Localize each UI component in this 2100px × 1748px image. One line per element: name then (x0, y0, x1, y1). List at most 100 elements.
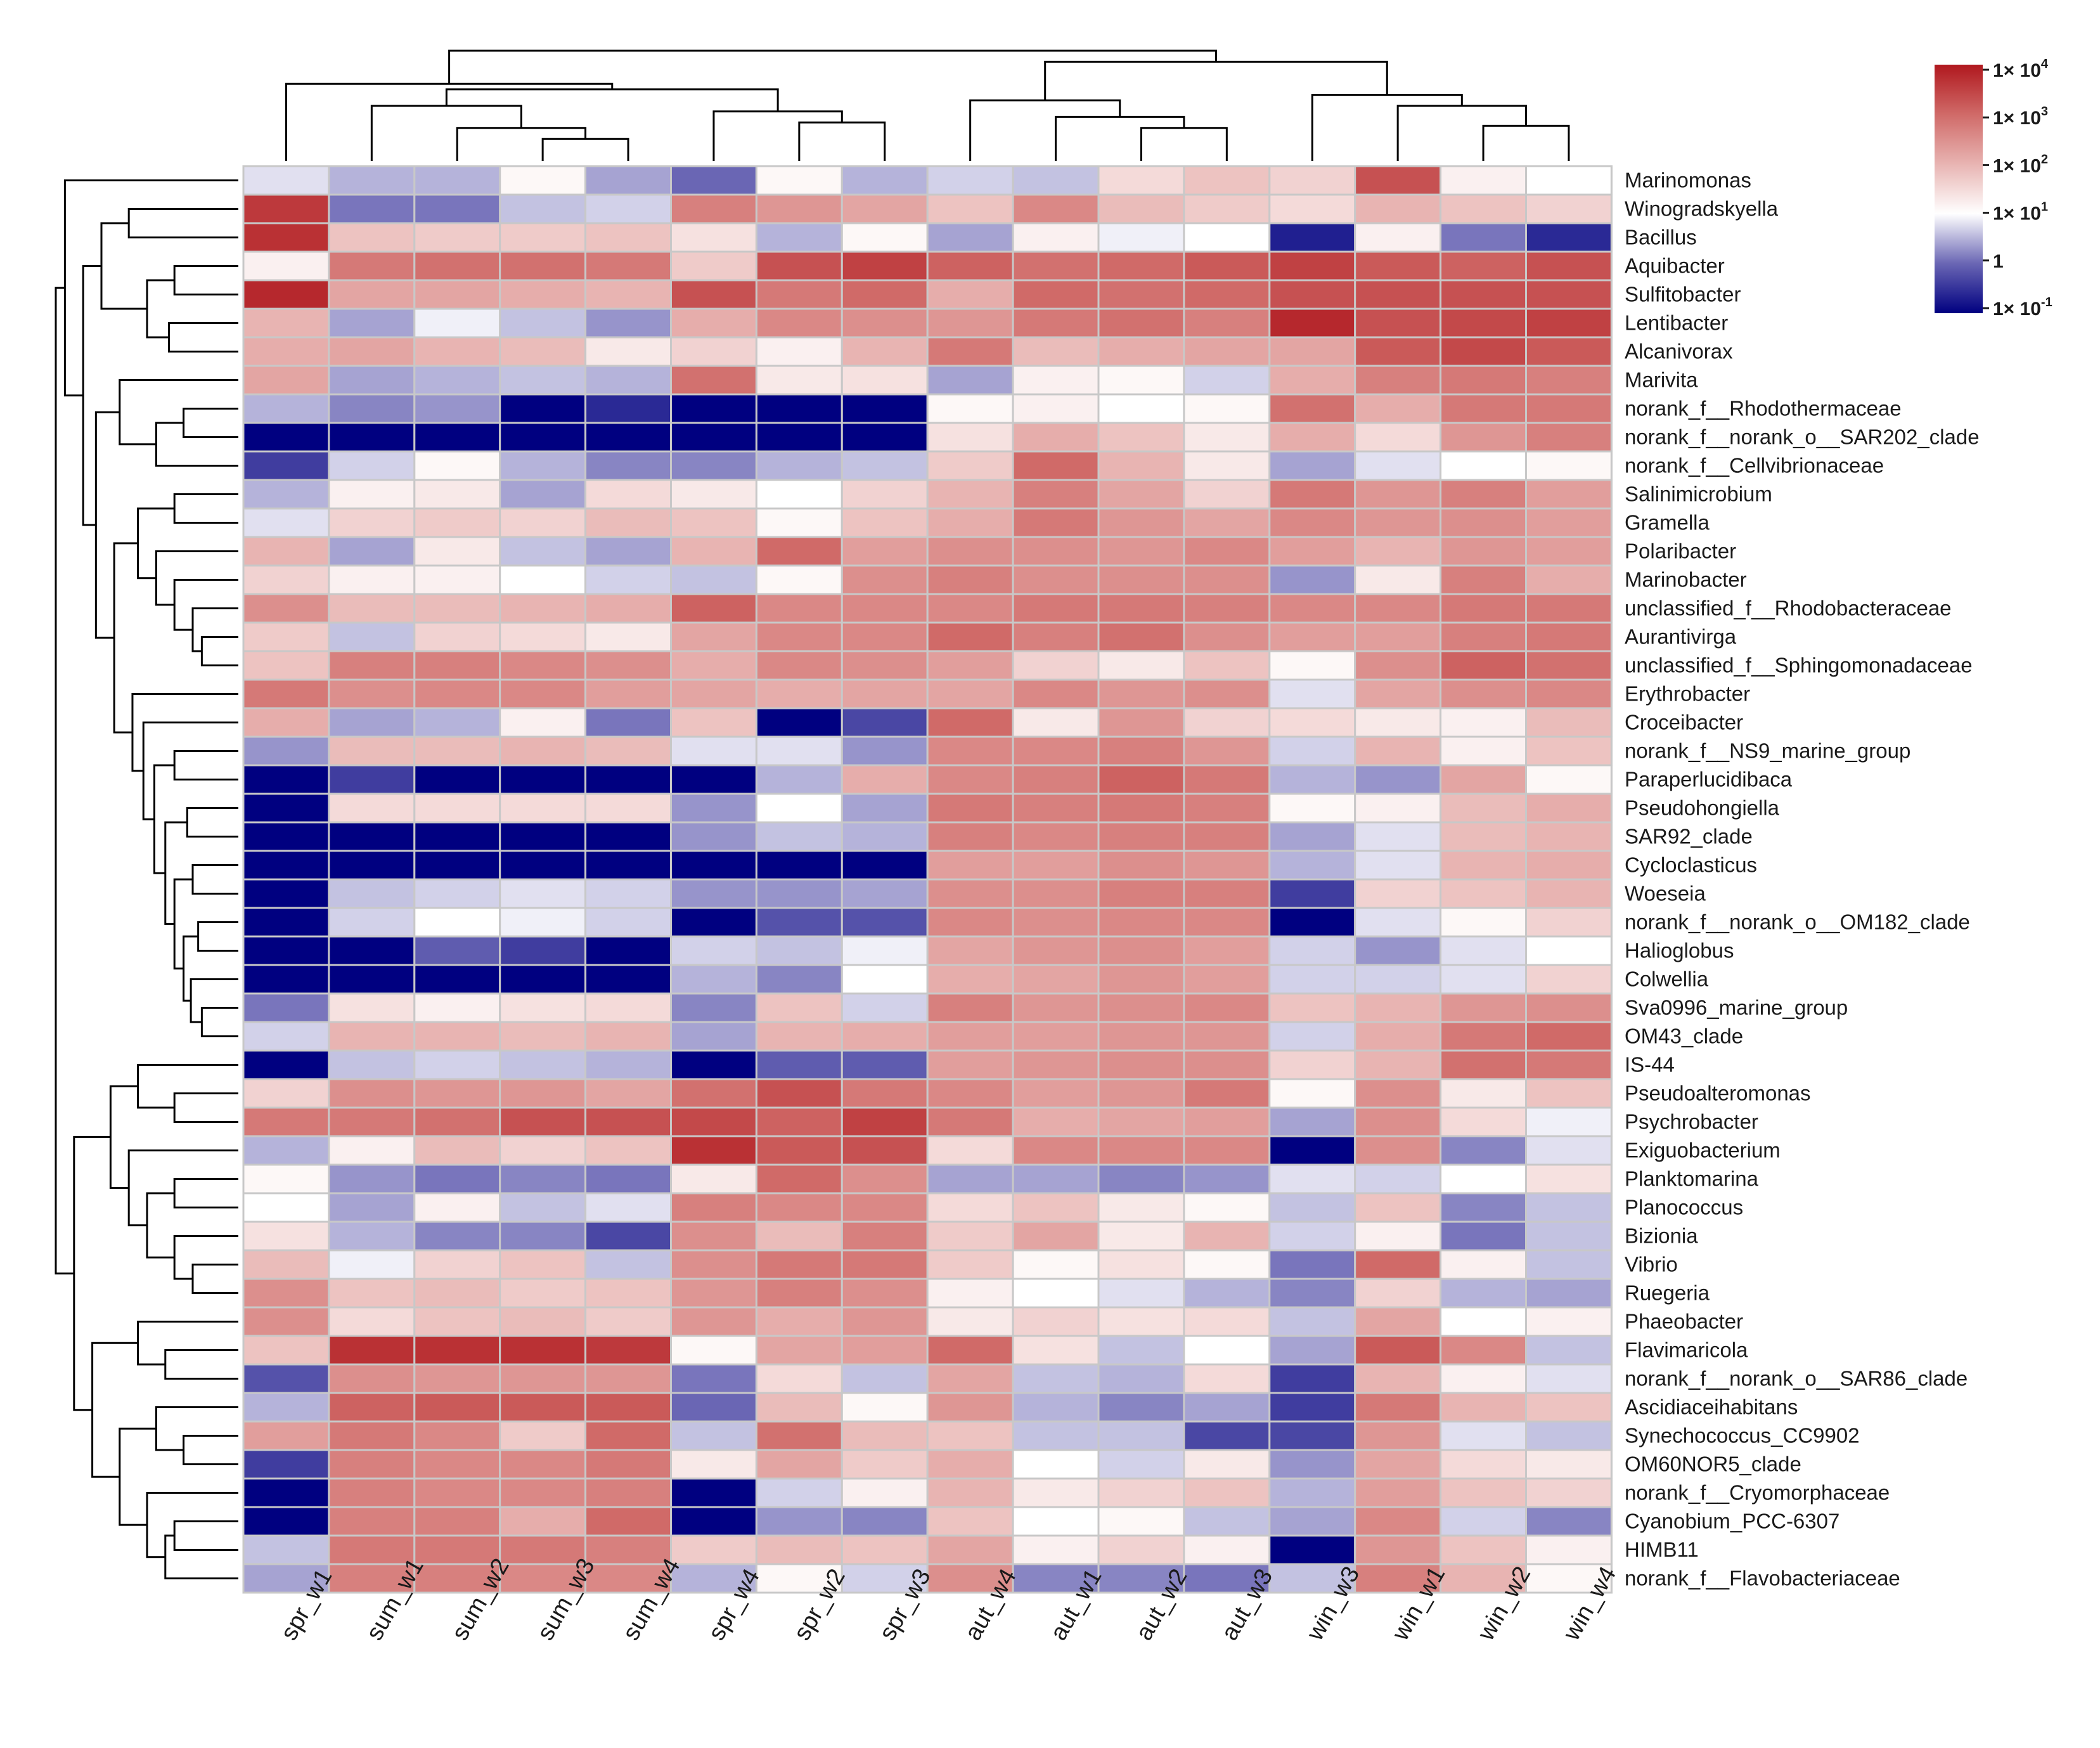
heatmap-cell (755, 1249, 843, 1280)
heatmap-cell (1525, 1192, 1613, 1223)
heatmap-cell (1354, 193, 1442, 224)
heatmap-cell (499, 1420, 587, 1451)
heatmap-cell (584, 678, 672, 709)
heatmap-cell (1183, 878, 1271, 909)
heatmap-cell (242, 507, 330, 538)
heatmap-cell (1012, 1078, 1100, 1109)
heatmap-cell (1012, 1392, 1100, 1423)
heatmap-cell (926, 1306, 1014, 1337)
heatmap-cell (670, 1449, 757, 1480)
heatmap-cell (1012, 907, 1100, 938)
heatmap-cell (1097, 536, 1185, 567)
heatmap-cell (841, 707, 929, 738)
heatmap-cell (1183, 1278, 1271, 1309)
dendrogram-branch (131, 693, 238, 772)
heatmap-cell (242, 336, 330, 367)
heatmap-cell (1097, 336, 1185, 367)
heatmap-cell (1097, 279, 1185, 310)
dendrogram-branch (197, 921, 238, 952)
dendrogram-branch (173, 1178, 238, 1208)
heatmap-cell (1183, 850, 1271, 881)
color-legend: 1× 104 1× 103 1× 102 1× 101 1 1× 10-1 (1935, 57, 2052, 320)
heatmap-cell (328, 707, 416, 738)
dendrogram-branch (155, 550, 238, 606)
heatmap-cell (1183, 1335, 1271, 1366)
row-label: Ruegeria (1625, 1281, 1710, 1305)
heatmap-cell (755, 1420, 843, 1451)
heatmap-cell (1354, 1192, 1442, 1223)
heatmap-cell (242, 650, 330, 681)
heatmap-cell (1183, 1392, 1271, 1423)
heatmap-cell (584, 1534, 672, 1565)
heatmap-cell (1012, 1477, 1100, 1508)
heatmap-cell (584, 422, 672, 453)
heatmap-cell (841, 1506, 929, 1537)
heatmap-cell (413, 222, 501, 253)
dendrogram-branch (1140, 127, 1228, 161)
heatmap-cell (926, 222, 1014, 253)
heatmap-cell (1440, 1506, 1528, 1537)
heatmap-cell (1097, 479, 1185, 510)
heatmap-cell (670, 1249, 757, 1280)
heatmap-cell (413, 678, 501, 709)
row-label: Planococcus (1625, 1196, 1743, 1219)
heatmap-cell (328, 1021, 416, 1052)
heatmap-cell (584, 165, 672, 196)
heatmap-cell (1183, 222, 1271, 253)
heatmap-cell (328, 564, 416, 595)
heatmap-cell (1440, 1049, 1528, 1080)
row-label: Sva0996_marine_group (1625, 996, 1848, 1020)
heatmap-cell (1183, 678, 1271, 709)
dendrogram-branch (100, 222, 147, 310)
heatmap-cell (755, 992, 843, 1023)
heatmap-cell (841, 1106, 929, 1137)
heatmap-cell (242, 764, 330, 795)
heatmap-cell (1525, 1021, 1613, 1052)
heatmap-cell (1354, 1363, 1442, 1394)
heatmap-cell (1268, 1363, 1356, 1394)
heatmap-cell (1525, 678, 1613, 709)
heatmap-cell (1097, 1449, 1185, 1480)
heatmap-cell (670, 422, 757, 453)
heatmap-cell (670, 1021, 757, 1052)
heatmap-cell (926, 964, 1014, 995)
heatmap-cell (926, 593, 1014, 624)
heatmap-cell (242, 593, 330, 624)
row-label: OM60NOR5_clade (1625, 1453, 1801, 1476)
heatmap-cell (413, 422, 501, 453)
heatmap-cell (1268, 365, 1356, 396)
heatmap-cell (1525, 1477, 1613, 1508)
heatmap-cell (242, 850, 330, 881)
heatmap-cell (584, 250, 672, 282)
heatmap-cell (1012, 935, 1100, 966)
heatmap-cell (755, 564, 843, 595)
dendrogram-branch (200, 636, 238, 666)
heatmap-cell (584, 1420, 672, 1451)
heatmap-cell (1097, 935, 1185, 966)
heatmap-cell (584, 593, 672, 624)
heatmap-cell (413, 935, 501, 966)
heatmap-cell (1268, 1392, 1356, 1423)
heatmap-cell (926, 479, 1014, 510)
heatmap-cell (1097, 1335, 1185, 1366)
heatmap-cell (584, 850, 672, 881)
dendrogram-branch (200, 1007, 238, 1037)
heatmap-cell (1097, 1021, 1185, 1052)
heatmap-cell (755, 1021, 843, 1052)
heatmap-cell (1012, 707, 1100, 738)
heatmap-cell (1012, 1278, 1100, 1309)
heatmap-cell (242, 1135, 330, 1166)
heatmap-cell (1097, 707, 1185, 738)
dendrogram-branch (146, 1492, 238, 1558)
row-labels: Marinomonas Winogradskyella Bacillus Aquiba… (1625, 169, 1980, 1590)
heatmap-cell (1440, 1249, 1528, 1280)
heatmap-cell (1525, 1106, 1613, 1137)
heatmap-cell (670, 1335, 757, 1366)
heatmap-cell (584, 1563, 672, 1594)
heatmap-cell (1354, 935, 1442, 966)
heatmap-cell (670, 279, 757, 310)
heatmap-cell (413, 393, 501, 424)
heatmap-cell (1183, 422, 1271, 453)
heatmap-cell (1354, 707, 1442, 738)
heatmap-cell (499, 678, 587, 709)
